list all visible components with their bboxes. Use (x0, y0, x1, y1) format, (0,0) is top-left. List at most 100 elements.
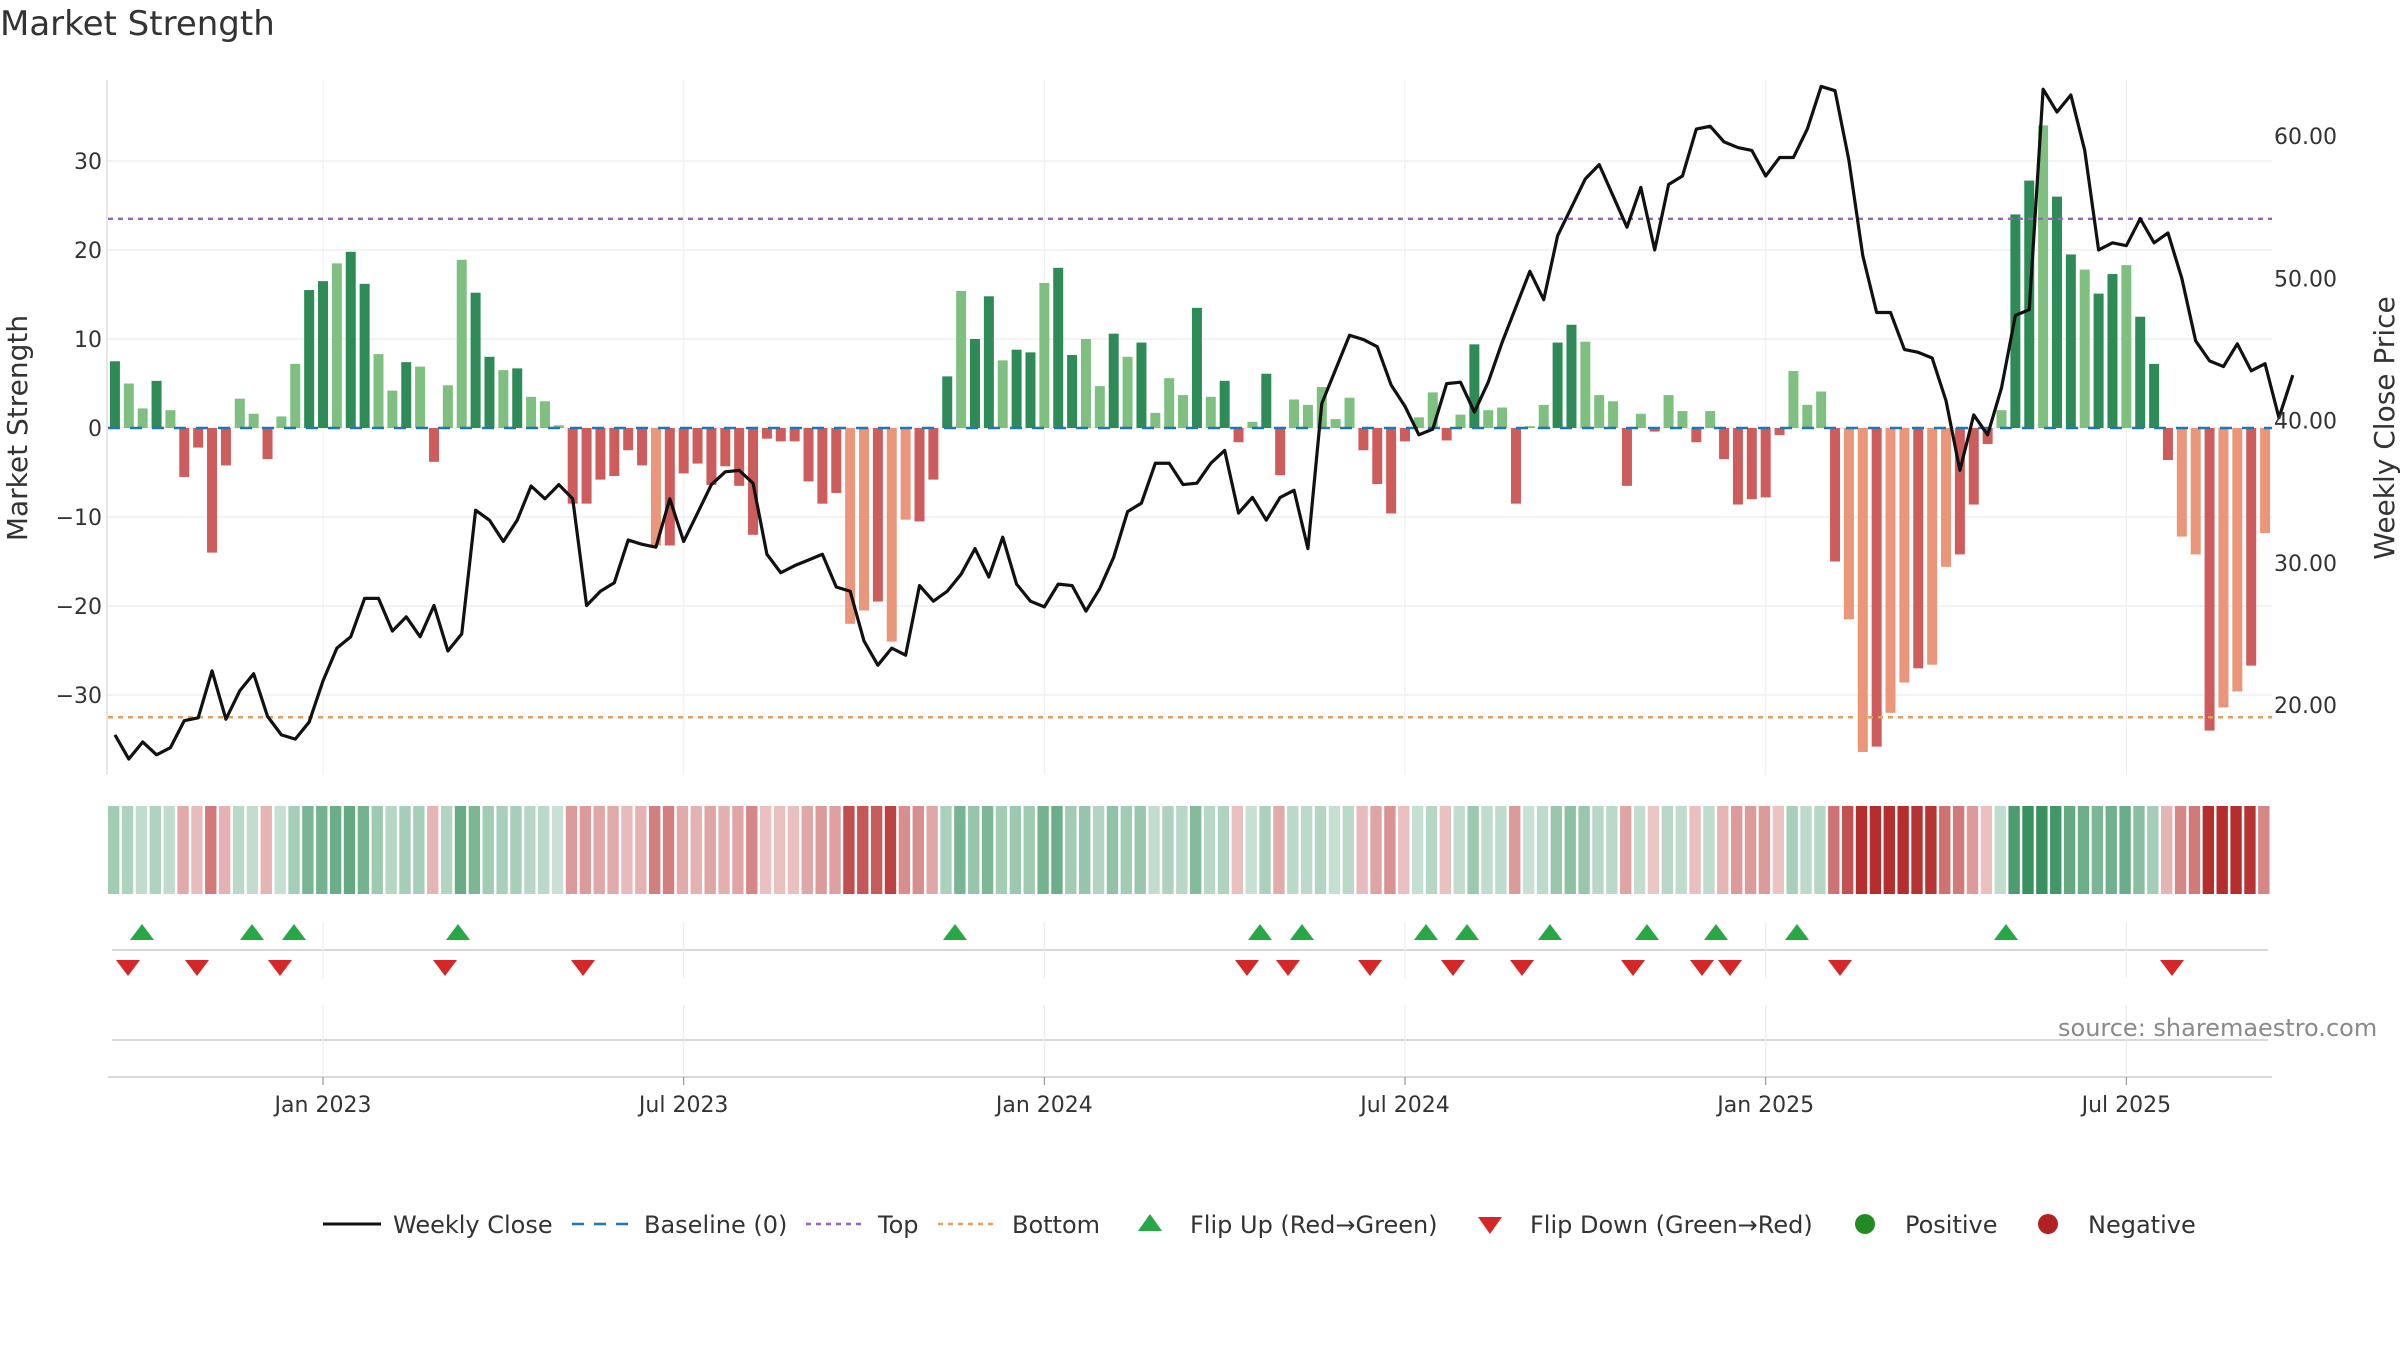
strength-bar (442, 385, 453, 428)
strength-bar (526, 396, 537, 428)
flip-down-marker (433, 960, 457, 976)
strength-bar (262, 428, 273, 460)
heat-strip-cell (2063, 806, 2076, 894)
strength-bar (1330, 419, 1341, 428)
legend-swatch-flip-up (1138, 1214, 1162, 1231)
flip-up-marker (240, 924, 264, 940)
strength-bar (1705, 411, 1716, 428)
strength-bar (859, 428, 870, 611)
flip-down-marker (2160, 960, 2184, 976)
heat-strip-cell (2105, 806, 2117, 894)
strength-bar (1538, 404, 1549, 428)
flip-up-marker (1414, 924, 1438, 940)
strength-bar (1885, 428, 1896, 713)
strength-bar (1608, 401, 1619, 428)
strength-bar (1913, 428, 1924, 669)
heat-strip-cell (1509, 806, 1521, 894)
strength-bar (1441, 428, 1452, 441)
heat-strip-cell (1661, 806, 1674, 894)
strength-bar (1594, 395, 1605, 428)
heat-strip-cell (1425, 806, 1438, 894)
y2-tick-label: 20.00 (2274, 694, 2337, 719)
heat-strip-cell (1148, 806, 1160, 894)
strength-bar (2204, 428, 2215, 731)
heat-strip-cell (2022, 806, 2034, 894)
heat-strip-cell (1758, 806, 1771, 894)
strength-bar (109, 361, 120, 428)
strength-bar (1580, 341, 1591, 428)
reference-lines (108, 217, 2272, 719)
heat-strip-cell (2119, 806, 2131, 894)
strength-bar (969, 339, 980, 428)
heat-strip-cell (884, 806, 897, 894)
heat-strip-cell (1952, 806, 1965, 894)
strength-bar (1233, 428, 1244, 443)
strength-bar (1663, 395, 1674, 428)
chart-title: Market Strength (0, 4, 275, 44)
x-tick-label: Jul 2023 (637, 1093, 729, 1118)
flip-markers (112, 922, 2268, 978)
strength-bar (1927, 428, 1938, 665)
y-tick-label: 10 (74, 328, 102, 353)
heat-strip-cell (1633, 806, 1646, 894)
heat-strip-cell (191, 806, 203, 894)
strength-bar (1025, 352, 1036, 428)
heat-strip-cell (787, 806, 800, 894)
heat-strip-cell (1106, 806, 1119, 894)
heat-strip-cell (912, 806, 924, 894)
strength-bar (373, 354, 384, 428)
strength-bar (2162, 428, 2173, 461)
strength-bar (1746, 428, 1757, 500)
strength-bar (567, 428, 578, 504)
strength-bar (2135, 316, 2146, 428)
strength-bar (1802, 404, 1813, 428)
flip-up-marker (282, 924, 306, 940)
strength-bar (2065, 254, 2076, 428)
heat-strip-cell (163, 806, 175, 894)
heat-strip-cell (926, 806, 938, 894)
strength-bar (1372, 428, 1383, 485)
heat-strip-cell (427, 806, 439, 894)
strength-bar (1205, 396, 1216, 428)
heat-strip-cell (759, 806, 772, 894)
strength-bar (789, 428, 800, 442)
strength-bar (234, 398, 245, 428)
heat-strip-cell (1467, 806, 1479, 894)
legend-swatch-positive (1855, 1214, 1875, 1234)
strength-bar (553, 425, 564, 428)
heat-strip-cell (635, 806, 647, 894)
y-axis-title: Market Strength (1, 315, 34, 541)
strength-bar (637, 428, 648, 466)
heat-strip-cell (857, 806, 869, 894)
strength-bar (1510, 428, 1521, 504)
heat-strip-cell (815, 806, 827, 894)
heat-strip-cell (524, 806, 536, 894)
flip-down-marker (1441, 960, 1465, 976)
heat-strip-cell (1869, 806, 1882, 894)
heat-strip-cell (746, 806, 758, 894)
heat-strip-cell (2174, 806, 2187, 894)
strength-bar (1857, 428, 1868, 752)
y-tick-label: 0 (88, 417, 102, 442)
heat-strip-cell (1356, 806, 1368, 894)
heat-strip-cell (343, 806, 356, 894)
heat-strip-cell (288, 806, 300, 894)
flip-down-marker (1276, 960, 1300, 976)
strength-bar (1289, 399, 1300, 428)
heat-strip-cell (1328, 806, 1341, 894)
heat-strip-cell (968, 806, 980, 894)
heat-strip-cell (1495, 806, 1507, 894)
heat-strip-cell (1481, 806, 1493, 894)
flip-down-marker (1621, 960, 1645, 976)
heat-strip-cell (218, 806, 231, 894)
y2-tick-label: 30.00 (2274, 552, 2337, 577)
strength-bar (2246, 428, 2257, 666)
flip-down-marker (1718, 960, 1742, 976)
legend-label: Weekly Close (393, 1211, 553, 1239)
strength-bar (942, 376, 953, 428)
strength-bar (1094, 386, 1105, 428)
heat-strip-cell (1023, 806, 1035, 894)
strength-bar (2232, 428, 2243, 692)
heat-strip-cell (454, 806, 467, 894)
heat-strip-cell (1009, 806, 1022, 894)
